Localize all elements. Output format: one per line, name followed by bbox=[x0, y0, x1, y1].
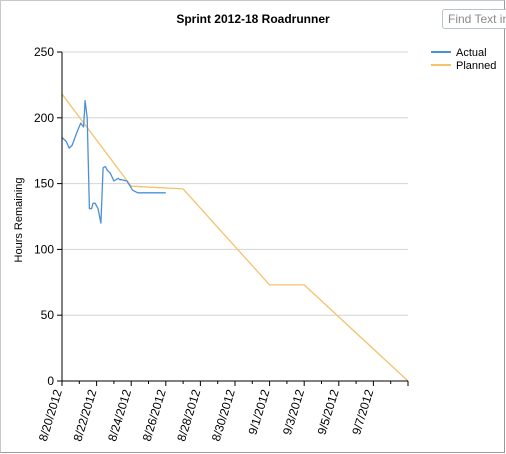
y-tick-label-200: 200 bbox=[34, 111, 54, 125]
x-tick-label-1: 8/22/2012 bbox=[70, 387, 99, 442]
y-tick-label-150: 150 bbox=[34, 177, 54, 191]
x-tick-label-8: 9/5/2012 bbox=[315, 387, 342, 436]
x-tick-label-6: 9/1/2012 bbox=[245, 387, 272, 436]
series-line-planned bbox=[61, 93, 409, 382]
chart-title: Sprint 2012-18 Roadrunner bbox=[176, 12, 330, 26]
find-text-input[interactable] bbox=[448, 12, 506, 26]
gridlines bbox=[62, 51, 408, 316]
axes: 0 50 100 150 200 250 8/20/2012 8/22/2012 8/24/20… bbox=[34, 45, 409, 443]
y-axis-label: Hours Remaining bbox=[13, 178, 25, 263]
find-text-box[interactable] bbox=[442, 9, 506, 29]
y-tick-label-50: 50 bbox=[41, 308, 55, 322]
series-line-actual bbox=[61, 100, 166, 224]
y-tick-label-0: 0 bbox=[47, 374, 54, 388]
x-tick-label-5: 8/30/2012 bbox=[209, 387, 238, 442]
x-tick-label-9: 9/7/2012 bbox=[349, 387, 376, 436]
series-lines bbox=[61, 93, 409, 382]
x-tick-label-4: 8/28/2012 bbox=[174, 387, 203, 442]
x-tick-label-7: 9/3/2012 bbox=[280, 387, 307, 436]
x-tick-label-0: 8/20/2012 bbox=[36, 387, 65, 442]
legend-label-actual: Actual bbox=[456, 47, 487, 59]
x-tick-label-2: 8/24/2012 bbox=[105, 387, 134, 442]
y-tick-label-100: 100 bbox=[34, 242, 54, 256]
x-tick-label-3: 8/26/2012 bbox=[140, 387, 169, 442]
legend-label-planned: Planned bbox=[456, 60, 496, 72]
y-tick-label-250: 250 bbox=[34, 45, 54, 59]
